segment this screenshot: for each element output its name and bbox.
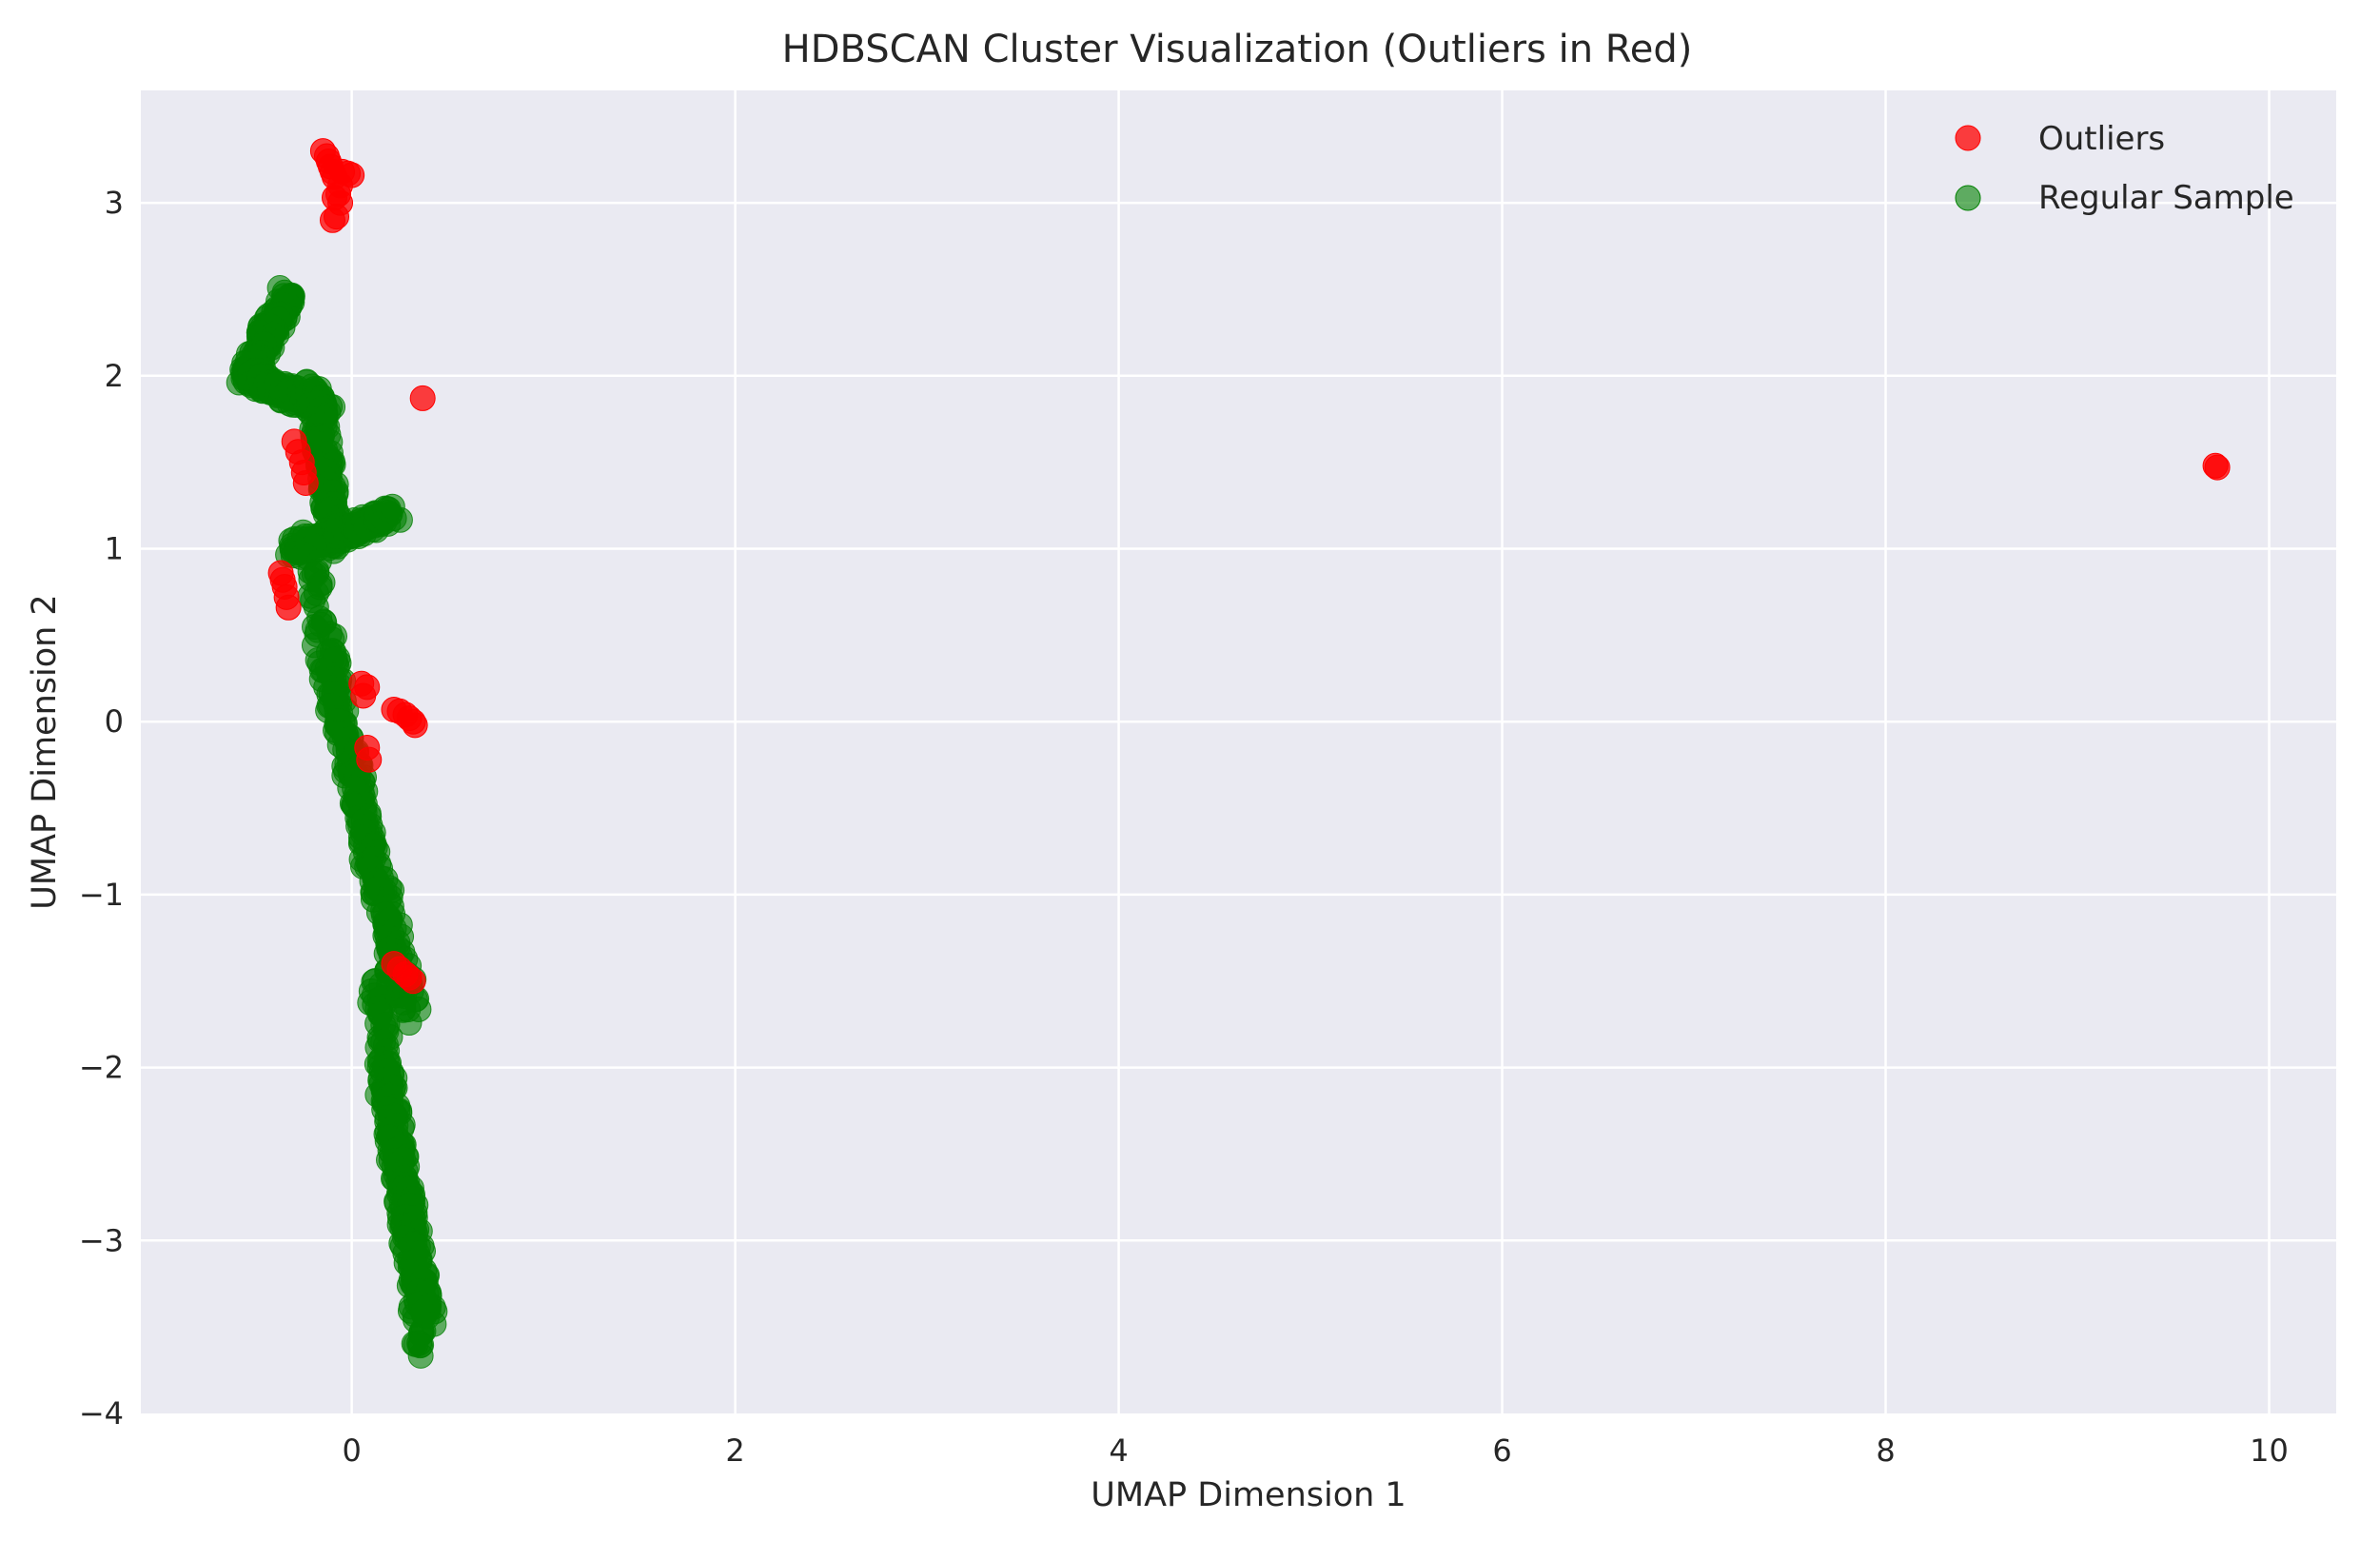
legend-marker-regular [1955,185,1981,211]
x-tick-label: 4 [1109,1432,1128,1469]
outlier-point [319,207,345,233]
legend-marker-outliers [1955,125,1981,151]
legend-label-outliers: Outliers [2038,120,2165,158]
outlier-point [350,682,377,709]
x-tick-label: 0 [342,1432,361,1469]
regular-sample-point [421,1311,447,1337]
chart-title: HDBSCAN Cluster Visualization (Outliers … [782,28,1693,71]
outlier-point [292,469,319,496]
x-tick-label: 8 [1876,1432,1895,1469]
y-tick-label: −1 [79,877,124,913]
y-tick-label: 2 [105,358,124,394]
x-axis-label: UMAP Dimension 1 [1091,1476,1406,1514]
outlier-point [400,968,426,995]
outlier-point [2204,454,2231,481]
x-tick-label: 2 [725,1432,744,1469]
outlier-point [275,594,302,621]
outlier-point [409,385,436,411]
y-tick-label: 0 [105,703,124,740]
y-tick-label: −3 [79,1222,124,1258]
plot-background [141,90,2336,1413]
y-tick-label: 1 [105,531,124,567]
x-tick-label: 10 [2250,1432,2289,1469]
legend: Outliers Regular Sample [1955,120,2294,217]
y-tick-label: −2 [79,1050,124,1086]
outlier-point [356,746,383,773]
y-axis-label: UMAP Dimension 2 [26,594,64,909]
y-tick-label: 3 [105,185,124,221]
grid [141,90,2336,1413]
outlier-point [402,712,428,739]
x-tick-label: 6 [1492,1432,1511,1469]
y-tick-label: −4 [79,1395,124,1432]
legend-label-regular: Regular Sample [2038,179,2294,217]
regular-sample-point [379,493,405,520]
regular-sample-point [407,1342,434,1369]
scatter-points [226,138,2231,1369]
